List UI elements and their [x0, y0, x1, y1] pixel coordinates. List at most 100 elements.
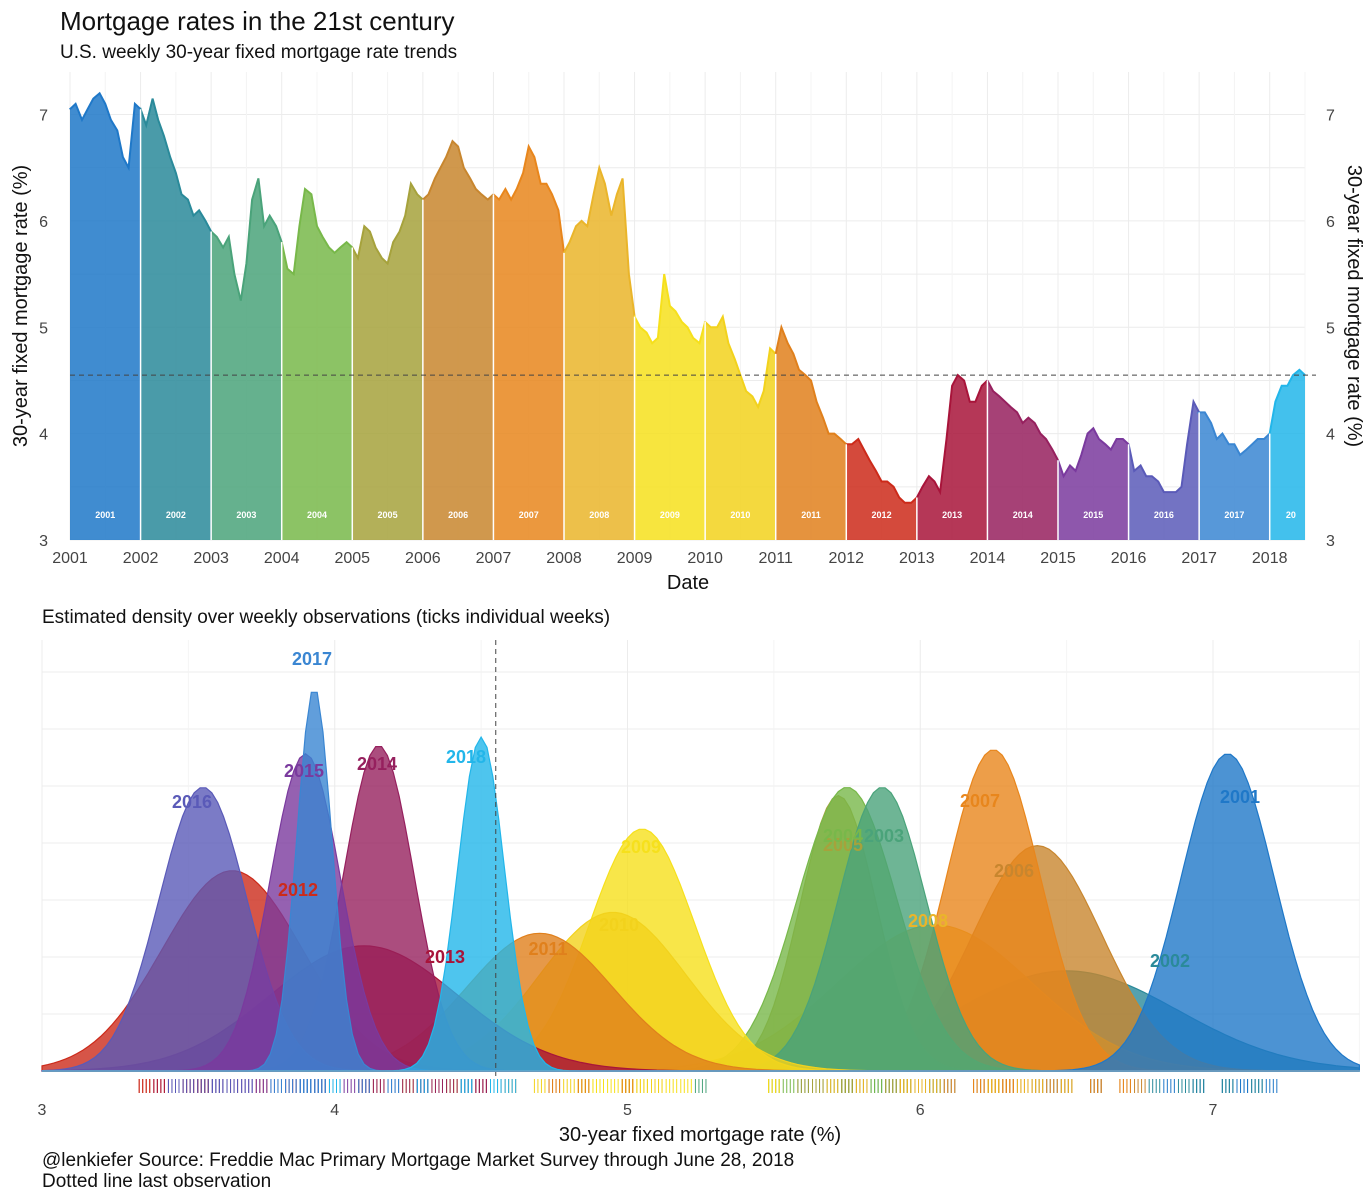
density-subtitle: Estimated density over weekly observatio… — [42, 607, 611, 628]
density-label-2001: 2001 — [1220, 787, 1260, 807]
area-2006 — [422, 141, 494, 540]
density-label-2017: 2017 — [292, 649, 332, 669]
area-2008 — [564, 167, 635, 540]
x-tick-date: 2007 — [476, 550, 512, 567]
line-2011 — [774, 323, 847, 446]
line-2010 — [703, 313, 777, 410]
line-2018 — [1268, 368, 1306, 434]
density-label-2012: 2012 — [278, 880, 318, 900]
area-2003 — [211, 178, 282, 540]
density-label-2010: 2010 — [599, 915, 639, 935]
year-label-2001: 2001 — [95, 510, 115, 520]
line-2002 — [139, 98, 212, 232]
x-tick-date: 2003 — [193, 550, 229, 567]
year-label-2009: 2009 — [660, 510, 680, 520]
area-2004 — [281, 189, 353, 540]
x-tick-date: 2017 — [1181, 550, 1217, 567]
line-2013 — [916, 373, 989, 500]
year-label-2012: 2012 — [872, 510, 892, 520]
area-2009 — [634, 274, 706, 540]
x-axis-title: Date — [667, 572, 709, 594]
x-tick-date: 2012 — [828, 550, 864, 567]
y-tick-right: 4 — [1326, 427, 1335, 444]
density-label-2016: 2016 — [172, 792, 212, 812]
area-2015 — [1058, 428, 1129, 540]
x-tick-date: 2010 — [687, 550, 723, 567]
density-label-2011: 2011 — [528, 939, 567, 959]
density-label-2005: 2005 — [823, 835, 863, 855]
x-tick-date: 2011 — [759, 550, 794, 567]
density-label-2018: 2018 — [446, 747, 486, 767]
year-label-2008: 2008 — [589, 510, 609, 520]
area-2011 — [775, 327, 847, 540]
x-tick-date: 2006 — [405, 550, 441, 567]
line-2017 — [1196, 411, 1271, 457]
density-label-2009: 2009 — [621, 837, 661, 857]
x-tick-date: 2016 — [1111, 550, 1147, 567]
density-label-2007: 2007 — [960, 791, 1000, 811]
x-tick-date: 2002 — [123, 550, 159, 567]
year-label-2002: 2002 — [166, 510, 186, 520]
year-label-2010: 2010 — [730, 510, 750, 520]
x-tick-date: 2009 — [617, 550, 653, 567]
area-2002 — [140, 98, 212, 540]
area-2017 — [1199, 412, 1270, 540]
y-tick-left: 4 — [39, 427, 48, 444]
x-tick-date: 2001 — [52, 550, 88, 567]
year-label-2005: 2005 — [378, 510, 398, 520]
line-2009 — [633, 273, 707, 345]
density-x-tick: 7 — [1209, 1102, 1218, 1119]
x-tick-date: 2005 — [334, 550, 370, 567]
area-2007 — [493, 146, 564, 540]
caption-source: @lenkiefer Source: Freddie Mac Primary M… — [42, 1150, 795, 1171]
y-tick-left: 5 — [39, 320, 48, 337]
density-x-tick: 4 — [330, 1102, 339, 1119]
line-2004 — [280, 187, 353, 277]
year-label-2006: 2006 — [448, 510, 468, 520]
line-2003 — [210, 178, 283, 301]
x-tick-date: 2004 — [264, 550, 300, 567]
year-label-2007: 2007 — [519, 510, 539, 520]
density-x-tick: 6 — [916, 1102, 925, 1119]
line-2008 — [563, 164, 636, 317]
area-2013 — [916, 375, 988, 540]
y-tick-left: 6 — [39, 214, 48, 231]
y-axis-title-right: 30-year fixed mortgage rate (%) — [1343, 165, 1365, 447]
density-label-2006: 2006 — [994, 861, 1034, 881]
density-label-2003: 2003 — [864, 826, 904, 846]
x-tick-date: 2014 — [970, 550, 1006, 567]
chart-subtitle: U.S. weekly 30-year fixed mortgage rate … — [60, 42, 458, 63]
caption-note: Dotted line last observation — [42, 1171, 272, 1192]
density-label-2014: 2014 — [357, 754, 397, 774]
area-2014 — [987, 380, 1058, 540]
x-tick-date: 2015 — [1040, 550, 1076, 567]
x-tick-date: 2018 — [1252, 550, 1288, 567]
line-2014 — [986, 379, 1059, 461]
year-label-2011: 2011 — [801, 510, 821, 520]
area-2018 — [1269, 369, 1305, 540]
line-2005 — [351, 180, 424, 266]
line-2006 — [422, 139, 495, 201]
area-2001 — [70, 93, 141, 541]
line-2001 — [69, 91, 142, 172]
area-2005 — [352, 183, 423, 540]
year-label-2017: 2017 — [1224, 510, 1244, 520]
area-2010 — [705, 316, 776, 540]
density-x-tick: 5 — [623, 1102, 632, 1119]
density-label-2008: 2008 — [908, 911, 948, 931]
area-2016 — [1128, 401, 1200, 540]
y-axis-title-left: 30-year fixed mortgage rate (%) — [10, 165, 32, 447]
line-2012 — [845, 437, 918, 504]
density-label-2004: 2004 — [823, 826, 863, 846]
year-label-2016: 2016 — [1154, 510, 1174, 520]
y-tick-left: 3 — [39, 533, 48, 550]
year-label-2004: 2004 — [307, 510, 327, 520]
density-label-2002: 2002 — [1150, 951, 1190, 971]
y-tick-right: 3 — [1326, 533, 1335, 550]
y-tick-left: 7 — [39, 108, 48, 125]
year-label-2015: 2015 — [1083, 510, 1103, 520]
year-label-2003: 2003 — [236, 510, 256, 520]
year-label-20: 20 — [1286, 510, 1296, 520]
year-label-2014: 2014 — [1013, 510, 1033, 520]
